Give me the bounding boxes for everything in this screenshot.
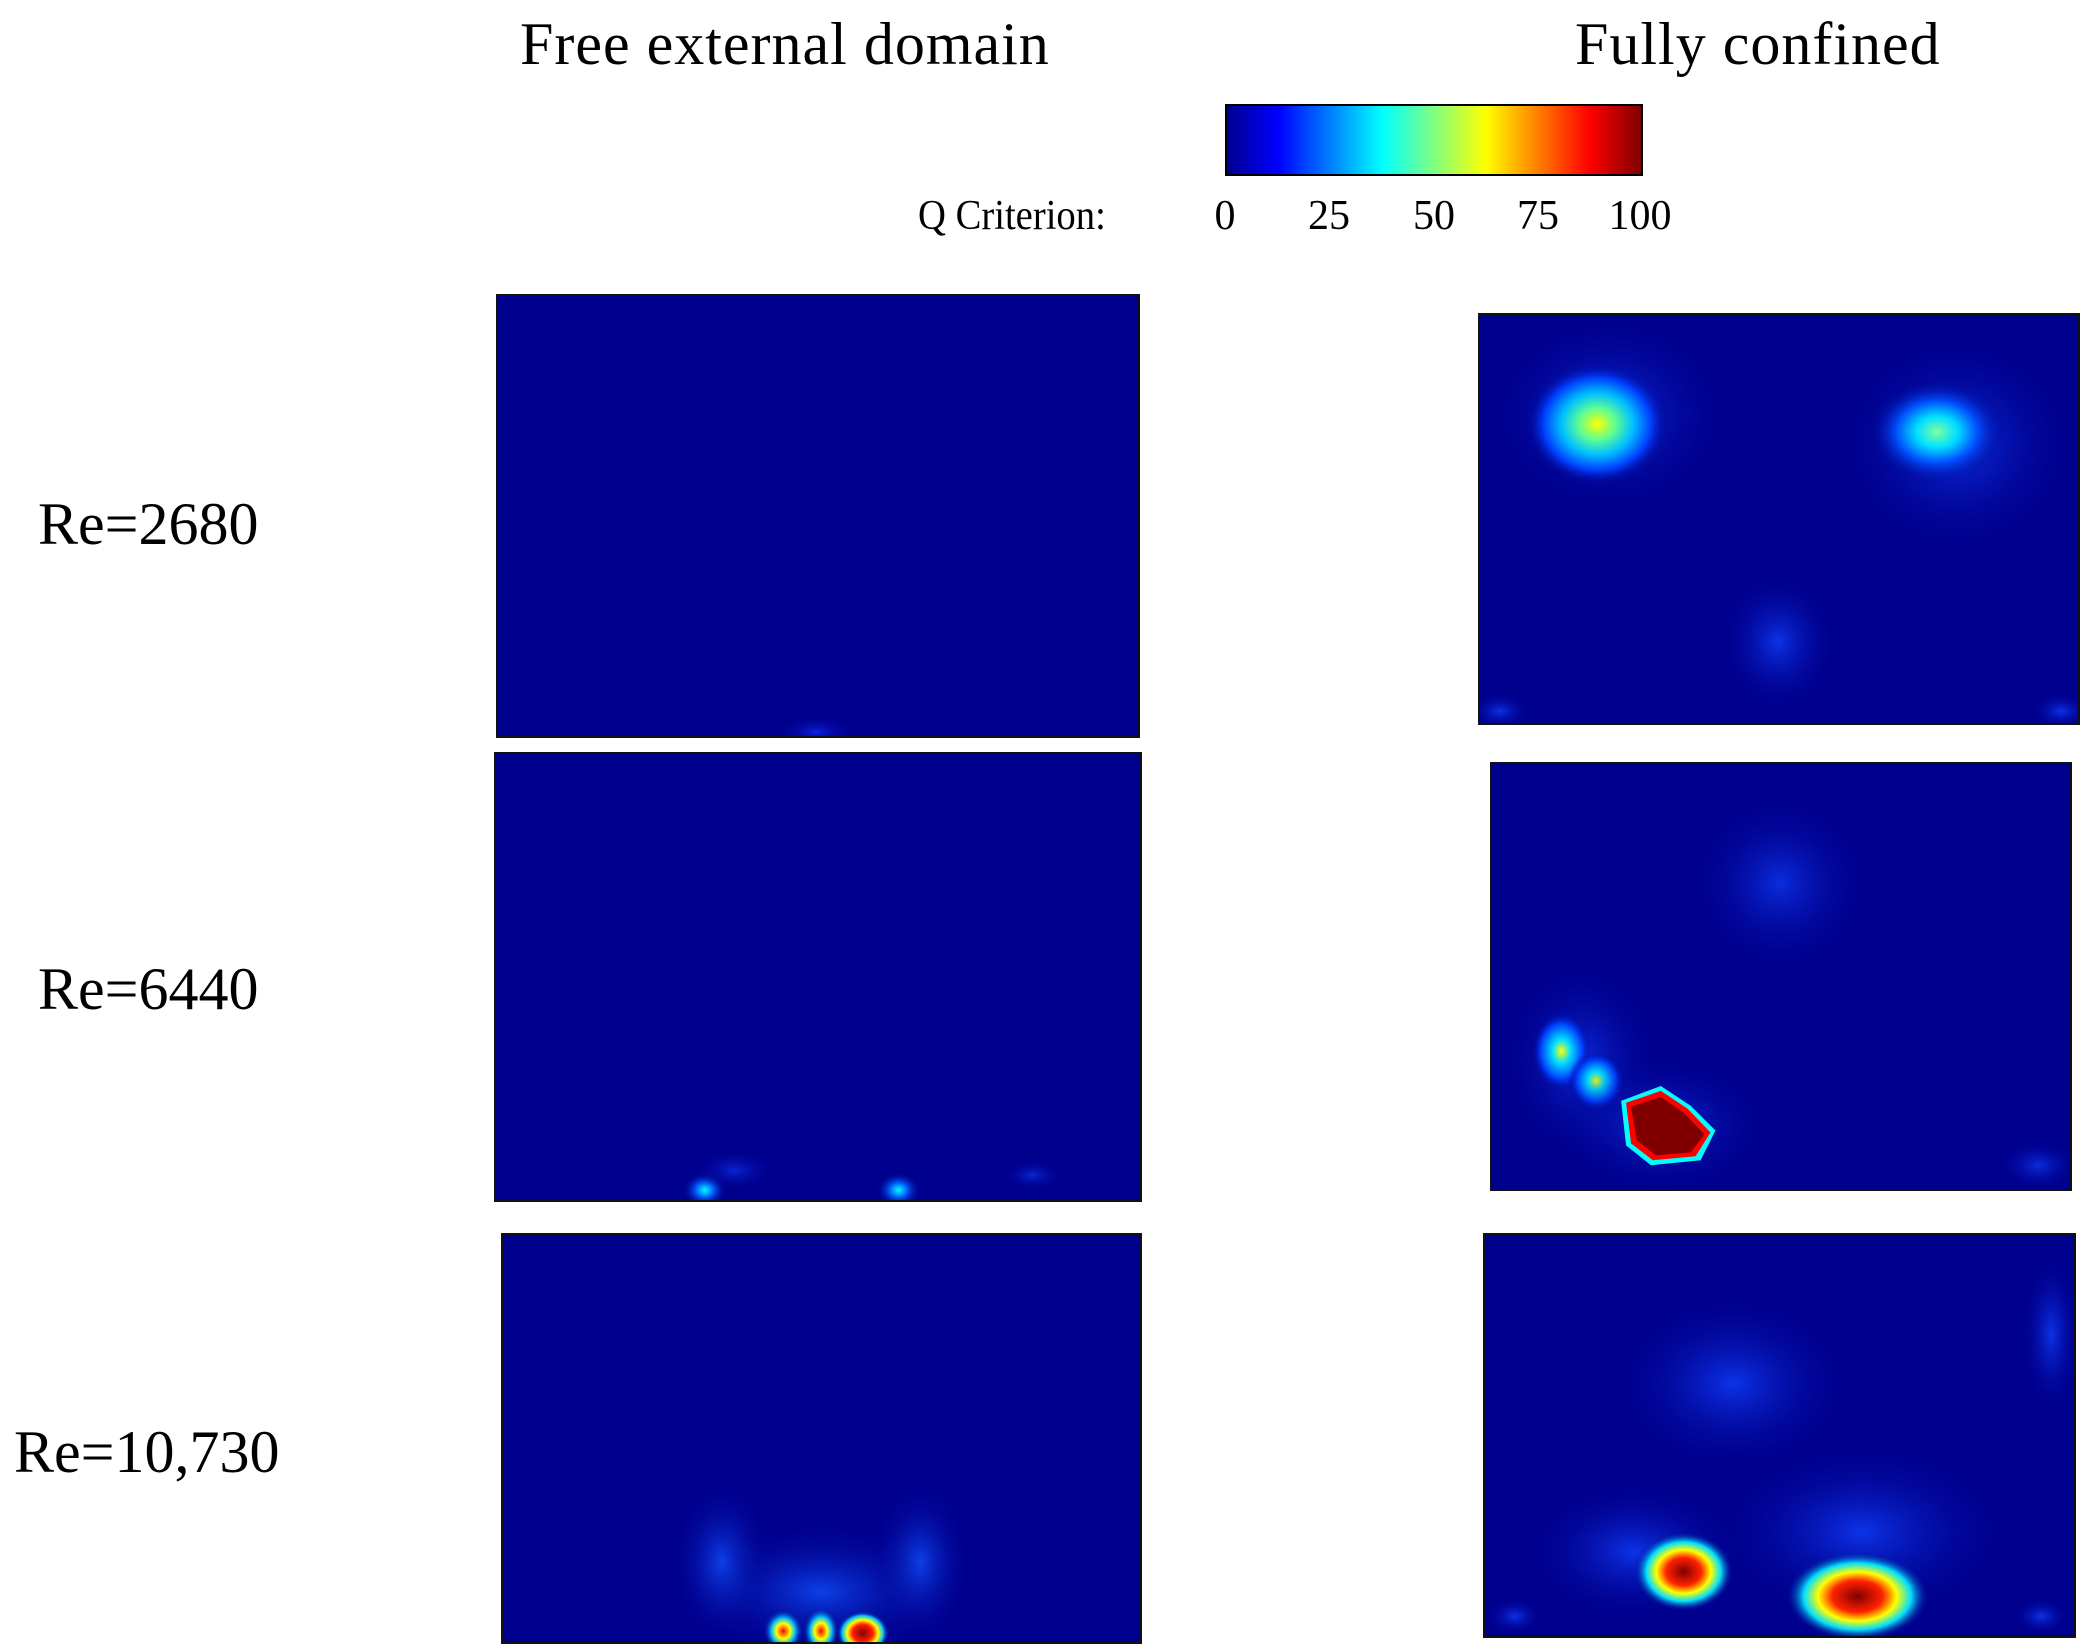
- confined-field-re-6440: [1490, 762, 2072, 1191]
- colorbar-tick-75: 75: [1517, 193, 1559, 239]
- row-label-re-10730: Re=10,730: [14, 1419, 280, 1485]
- free-domain-title: Free external domain: [520, 11, 1050, 77]
- colorbar-label: Q Criterion:: [918, 193, 1106, 239]
- confined-field-re-10730: [1483, 1233, 2076, 1638]
- colorbar-tick-50: 50: [1413, 193, 1455, 239]
- free-domain-field-re-6440: [494, 752, 1142, 1202]
- row-label-re-6440: Re=6440: [38, 956, 259, 1022]
- confined-field-re-2680: [1478, 313, 2080, 725]
- colorbar-tick-25: 25: [1308, 193, 1350, 239]
- free-domain-field-re-2680: [496, 294, 1140, 738]
- colorbar-tick-100: 100: [1608, 193, 1672, 239]
- free-domain-field-re-10730: [501, 1233, 1142, 1644]
- colorbar-tick-0: 0: [1214, 193, 1236, 239]
- fully-confined-title: Fully confined: [1575, 11, 1941, 77]
- row-label-re-2680: Re=2680: [38, 491, 259, 557]
- q-criterion-colorbar: [1225, 104, 1643, 176]
